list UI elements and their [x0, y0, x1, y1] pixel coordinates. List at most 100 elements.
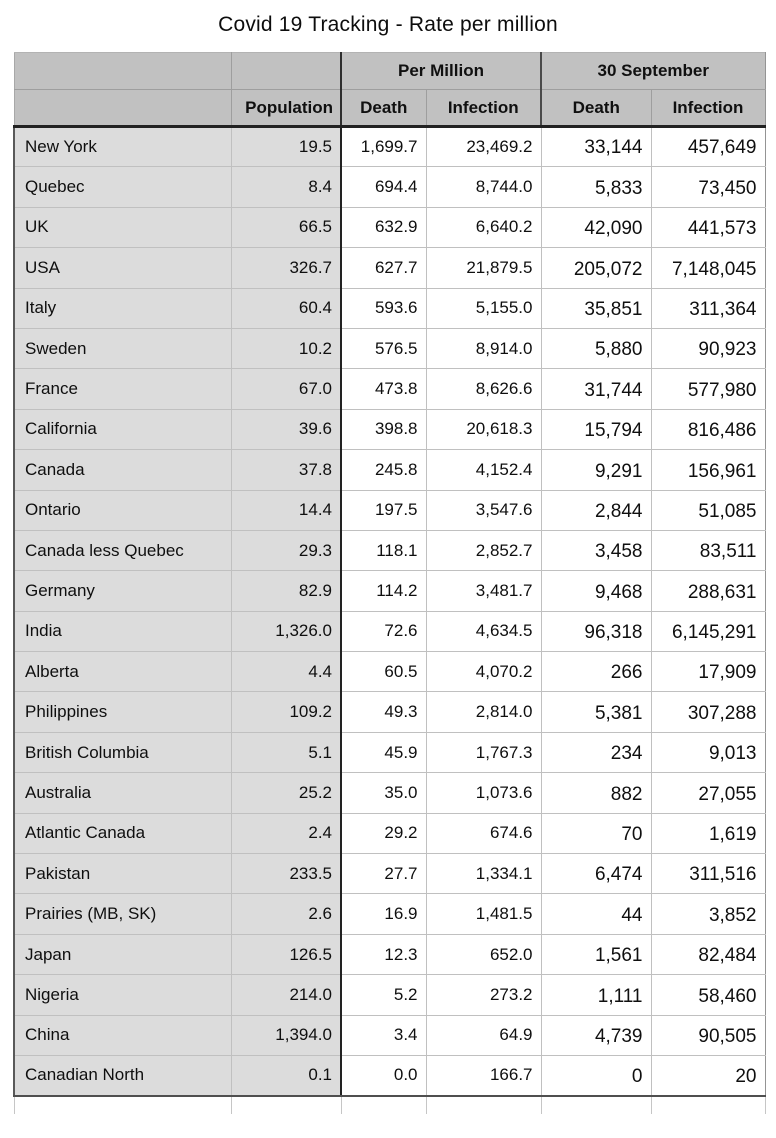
table-row: California 39.6 398.8 20,618.3 15,794 81…: [13, 408, 766, 451]
30-september-death-cell: 1,561: [540, 933, 652, 976]
region-cell: Canada less Quebec: [13, 529, 232, 572]
30-september-infection-cell: 27,055: [650, 772, 766, 814]
population-cell: 29.3: [230, 529, 342, 572]
population-cell: 2.6: [230, 893, 342, 935]
region-cell: Philippines: [13, 691, 232, 733]
30-september-death-cell: 31,744: [540, 368, 652, 410]
region-cell: California: [13, 408, 232, 451]
per-million-infection-cell: 166.7: [425, 1054, 542, 1097]
table-row: Prairies (MB, SK) 2.6 16.9 1,481.5 44 3,…: [13, 893, 766, 935]
per-million-death-cell: 1,699.7: [340, 125, 427, 168]
per-million-infection-cell: 1,073.6: [425, 772, 542, 814]
population-cell: 109.2: [230, 691, 342, 733]
region-cell: New York: [13, 125, 232, 168]
30-september-death-cell: 4,739: [540, 1014, 652, 1056]
30-september-infection-cell: 3,852: [650, 893, 766, 935]
per-million-infection-cell: 6,640.2: [425, 206, 542, 249]
header-column-row: Population Death Infection Death Infecti…: [13, 89, 766, 128]
population-cell: 25.2: [230, 772, 342, 814]
table-header: Per Million 30 September Population Deat…: [13, 52, 766, 128]
30-september-infection-cell: 7,148,045: [650, 247, 766, 289]
30-september-death-cell: 6,474: [540, 853, 652, 895]
population-cell: 19.5: [230, 125, 342, 168]
per-million-death-cell: 3.4: [340, 1014, 427, 1056]
header-group-30-september: 30 September: [540, 52, 766, 90]
30-september-infection-cell: 307,288: [650, 691, 766, 733]
30-september-infection-cell: 82,484: [650, 933, 766, 976]
30-september-infection-cell: 20: [650, 1054, 766, 1097]
population-cell: 326.7: [230, 247, 342, 289]
30-september-death-cell: 234: [540, 731, 652, 774]
region-cell: Pakistan: [13, 853, 232, 895]
per-million-infection-cell: [425, 1095, 542, 1114]
table-row: Alberta 4.4 60.5 4,070.2 266 17,909: [13, 651, 766, 693]
header-group-row: Per Million 30 September: [13, 52, 766, 90]
30-september-infection-cell: 17,909: [650, 651, 766, 693]
table-row: China 1,394.0 3.4 64.9 4,739 90,505: [13, 1014, 766, 1056]
header-30-september-infection: Infection: [650, 89, 766, 128]
30-september-death-cell: 5,381: [540, 691, 652, 733]
population-cell: 39.6: [230, 408, 342, 451]
header-population-blank: [230, 52, 342, 90]
30-september-infection-cell: 58,460: [650, 974, 766, 1016]
table-row: New York 19.5 1,699.7 23,469.2 33,144 45…: [13, 125, 766, 168]
per-million-death-cell: 72.6: [340, 610, 427, 653]
30-september-death-cell: 70: [540, 812, 652, 855]
population-cell: 4.4: [230, 651, 342, 693]
per-million-death-cell: 49.3: [340, 691, 427, 733]
30-september-death-cell: [540, 1095, 652, 1114]
per-million-infection-cell: 64.9: [425, 1014, 542, 1056]
30-september-infection-cell: 816,486: [650, 408, 766, 451]
30-september-infection-cell: 83,511: [650, 529, 766, 572]
region-cell: Sweden: [13, 327, 232, 370]
per-million-death-cell: 35.0: [340, 772, 427, 814]
per-million-death-cell: 114.2: [340, 570, 427, 612]
30-september-infection-cell: 90,505: [650, 1014, 766, 1056]
per-million-infection-cell: 8,626.6: [425, 368, 542, 410]
table-row: Canada less Quebec 29.3 118.1 2,852.7 3,…: [13, 529, 766, 572]
per-million-infection-cell: 273.2: [425, 974, 542, 1016]
per-million-death-cell: 245.8: [340, 449, 427, 491]
region-cell: UK: [13, 206, 232, 249]
per-million-death-cell: 45.9: [340, 731, 427, 774]
region-cell: Canadian North: [13, 1054, 232, 1097]
table-body: New York 19.5 1,699.7 23,469.2 33,144 45…: [13, 125, 766, 1114]
header-population: Population: [230, 89, 342, 128]
per-million-infection-cell: 4,152.4: [425, 449, 542, 491]
population-cell: 14.4: [230, 489, 342, 531]
population-cell: 1,326.0: [230, 610, 342, 653]
30-september-death-cell: 205,072: [540, 247, 652, 289]
30-september-death-cell: 9,468: [540, 570, 652, 612]
population-cell: 1,394.0: [230, 1014, 342, 1056]
header-corner-blank: [13, 52, 232, 90]
table-row: France 67.0 473.8 8,626.6 31,744 577,980: [13, 368, 766, 410]
table-row: USA 326.7 627.7 21,879.5 205,072 7,148,0…: [13, 247, 766, 289]
table-row: UK 66.5 632.9 6,640.2 42,090 441,573: [13, 206, 766, 249]
per-million-death-cell: 118.1: [340, 529, 427, 572]
30-september-infection-cell: 311,364: [650, 287, 766, 329]
30-september-death-cell: 266: [540, 651, 652, 693]
population-cell: 233.5: [230, 853, 342, 895]
30-september-death-cell: 44: [540, 893, 652, 935]
table-row: Sweden 10.2 576.5 8,914.0 5,880 90,923: [13, 327, 766, 370]
30-september-death-cell: 42,090: [540, 206, 652, 249]
table-row: Philippines 109.2 49.3 2,814.0 5,381 307…: [13, 691, 766, 733]
region-cell: Italy: [13, 287, 232, 329]
30-september-death-cell: 5,880: [540, 327, 652, 370]
region-cell: [13, 1095, 232, 1114]
per-million-infection-cell: 1,334.1: [425, 853, 542, 895]
30-september-death-cell: 882: [540, 772, 652, 814]
population-cell: [230, 1095, 342, 1114]
population-cell: 2.4: [230, 812, 342, 855]
per-million-infection-cell: 5,155.0: [425, 287, 542, 329]
per-million-death-cell: 12.3: [340, 933, 427, 976]
per-million-infection-cell: 1,481.5: [425, 893, 542, 935]
per-million-death-cell: 632.9: [340, 206, 427, 249]
per-million-infection-cell: 3,547.6: [425, 489, 542, 531]
population-cell: 66.5: [230, 206, 342, 249]
table-row: Germany 82.9 114.2 3,481.7 9,468 288,631: [13, 570, 766, 612]
per-million-infection-cell: 20,618.3: [425, 408, 542, 451]
30-september-infection-cell: 90,923: [650, 327, 766, 370]
per-million-death-cell: 473.8: [340, 368, 427, 410]
per-million-death-cell: 694.4: [340, 166, 427, 208]
